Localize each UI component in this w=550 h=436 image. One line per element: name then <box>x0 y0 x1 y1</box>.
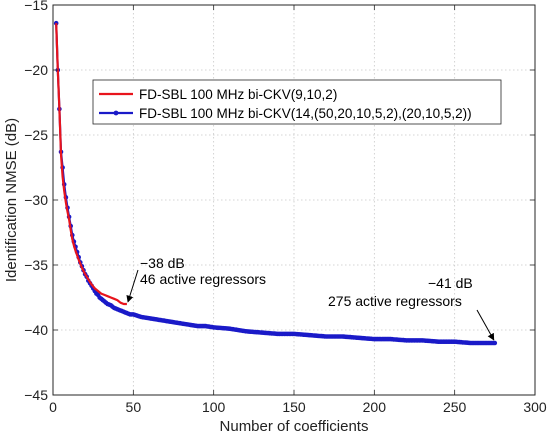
y-tick-label: −45 <box>24 387 48 403</box>
y-tick-label: −40 <box>24 322 48 338</box>
annotation-2-arrow <box>476 309 495 341</box>
series-line-1 <box>55 23 127 306</box>
annotation-1-arrow <box>126 269 139 303</box>
y-tick-label: −15 <box>24 0 48 13</box>
y-tick-label: −30 <box>24 192 48 208</box>
y-tick-label: −25 <box>24 127 48 143</box>
legend-box <box>92 79 502 125</box>
legend-label-series-1: FD-SBL 100 MHz bi-CKV(9,10,2) <box>139 87 337 102</box>
x-axis-label: Number of coefficients <box>220 418 369 435</box>
y-tick-label: −35 <box>24 257 48 273</box>
annotation-1-line-1: −38 dB <box>140 255 185 271</box>
annotation-2-line-1: −41 dB <box>428 275 473 291</box>
x-tick-label: 150 <box>282 399 306 415</box>
ticks: 0 50 100 150 200 250 300 −45 −40 −35 −30 −25 −20 −15 <box>24 0 547 415</box>
x-tick-label: 300 <box>523 399 547 415</box>
legend-label-series-2: FD-SBL 100 MHz bi-CKV(14,(50,20,10,5,2),… <box>139 106 472 121</box>
x-tick-label: 200 <box>363 399 387 415</box>
series-2-point <box>492 340 498 346</box>
grid <box>53 5 535 395</box>
annotation-2-line-2: 275 active regressors <box>328 293 462 309</box>
x-tick-label: 100 <box>202 399 226 415</box>
legend: FD-SBL 100 MHz bi-CKV(9,10,2) FD-SBL 100… <box>92 79 502 125</box>
y-axis-label: Identification NMSE (dB) <box>3 118 20 282</box>
annotation-1-line-2: 46 active regressors <box>140 271 266 287</box>
x-tick-label: 50 <box>126 399 142 415</box>
x-tick-label: 0 <box>49 399 57 415</box>
y-tick-label: −20 <box>24 62 48 78</box>
series-group <box>53 20 498 346</box>
x-tick-label: 250 <box>443 399 467 415</box>
legend-marker-series-2 <box>113 110 119 116</box>
